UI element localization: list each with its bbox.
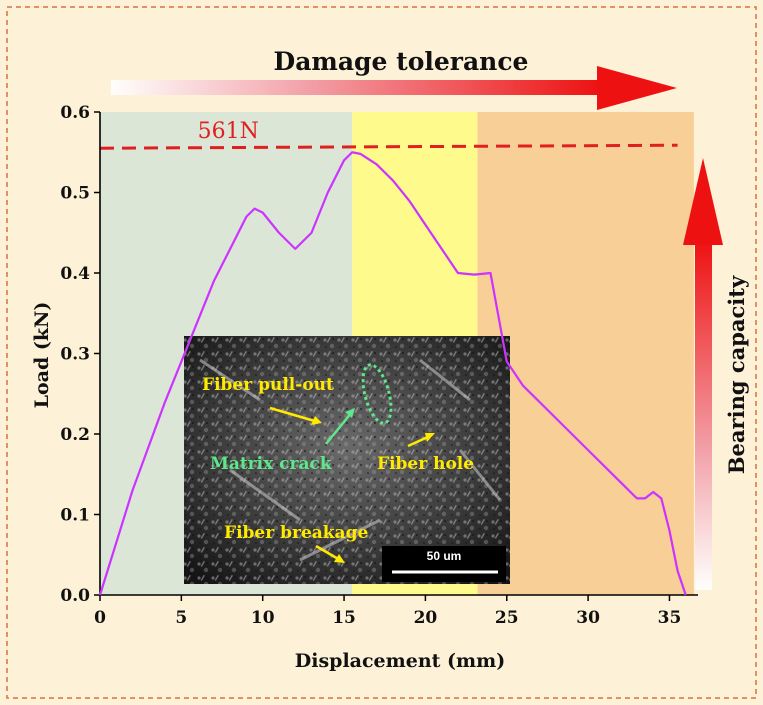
x-tick-label: 20 [414, 608, 438, 628]
damage-tolerance-label: Damage tolerance [274, 47, 529, 76]
x-axis-label: Displacement (mm) [295, 650, 505, 672]
y-ticks: 0.0 0.1 0.2 0.3 0.4 0.5 0.6 [60, 103, 100, 606]
y-tick-label: 0.5 [60, 184, 90, 204]
y-tick-label: 0.3 [60, 345, 90, 365]
crack-arrow [325, 411, 353, 445]
x-tick-label: 25 [495, 608, 519, 628]
damage-tolerance-arrow [111, 66, 677, 110]
y-tick-label: 0.0 [60, 586, 90, 606]
y-tick-label: 0.6 [60, 103, 90, 123]
fiber-hole-label: Fiber hole [377, 454, 474, 474]
crack-highlight-ellipse [361, 363, 393, 425]
sem-inset: Fiber pull-out Matrix crack Fiber hole F… [184, 336, 510, 584]
reference-line-label: 561N [198, 119, 259, 144]
breakage-arrow [315, 544, 341, 562]
x-tick-label: 0 [94, 608, 106, 628]
fiber-pullout-label: Fiber pull-out [202, 375, 334, 395]
region-band-3 [477, 112, 694, 595]
reference-line-561n [99, 143, 678, 150]
axes: 0 5 10 15 20 25 30 35 0.0 0.1 0.2 0.3 0.4 0.5 0.6 [60, 103, 698, 628]
y-tick-label: 0.1 [60, 506, 90, 526]
x-tick-label: 35 [658, 608, 682, 628]
x-tick-label: 15 [332, 608, 356, 628]
x-tick-label: 5 [175, 608, 187, 628]
load-curve [98, 151, 687, 596]
scale-bar-label: 50 um [427, 549, 462, 563]
bearing-capacity-label: Bearing capacity [724, 275, 749, 474]
x-tick-label: 30 [576, 608, 600, 628]
scale-bar-box [382, 546, 506, 582]
bearing-capacity-arrow [683, 158, 723, 590]
pullout-arrow [269, 406, 319, 424]
fiber-breakage-label: Fiber breakage [224, 523, 368, 543]
x-ticks: 0 5 10 15 20 25 30 35 [94, 595, 681, 628]
y-axis-label: Load (kN) [31, 302, 53, 409]
y-tick-label: 0.2 [60, 425, 90, 445]
matrix-crack-label: Matrix crack [210, 454, 333, 474]
y-tick-label: 0.4 [60, 264, 90, 284]
x-tick-label: 10 [251, 608, 275, 628]
